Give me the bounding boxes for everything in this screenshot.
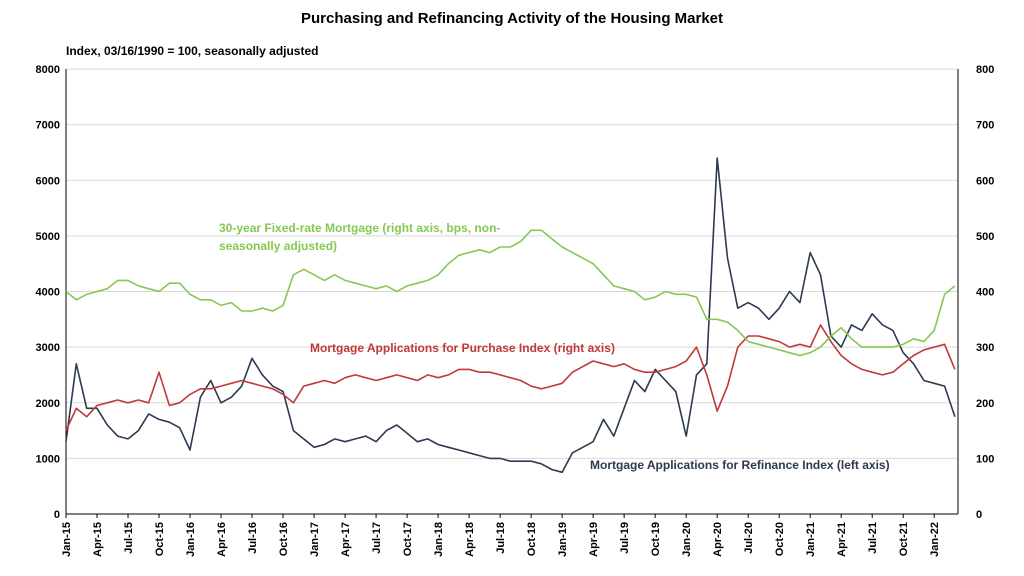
chart-title: Purchasing and Refinancing Activity of t… <box>301 10 723 27</box>
x-tick-label: Jan-22 <box>929 522 941 557</box>
x-tick-label: Apr-19 <box>588 522 600 557</box>
x-tick-label: Jan-16 <box>185 522 197 557</box>
y-right-tick-label: 500 <box>976 231 994 243</box>
y-right-tick-label: 0 <box>976 509 982 521</box>
x-tick-label: Jul-21 <box>867 522 879 554</box>
x-tick-label: Jan-18 <box>433 522 445 557</box>
series-label-purchase: Mortgage Applications for Purchase Index… <box>310 341 615 355</box>
x-tick-label: Oct-19 <box>650 522 662 556</box>
x-tick-label: Jul-19 <box>619 522 631 554</box>
x-tick-label: Jul-20 <box>743 522 755 554</box>
x-tick-label: Oct-20 <box>774 522 786 556</box>
x-tick-label: Jul-17 <box>371 522 383 554</box>
y-left-tick-label: 0 <box>54 509 60 521</box>
y-left-tick-label: 7000 <box>36 120 60 132</box>
x-tick-label: Jan-20 <box>681 522 693 557</box>
x-tick-label: Apr-16 <box>216 522 228 557</box>
y-left-tick-label: 3000 <box>36 342 60 354</box>
x-tick-label: Oct-21 <box>898 522 910 556</box>
x-tick-label: Apr-15 <box>92 522 104 557</box>
chart-subtitle: Index, 03/16/1990 = 100, seasonally adju… <box>66 44 319 58</box>
x-tick-label: Jul-16 <box>247 522 259 554</box>
x-tick-label: Apr-18 <box>464 522 476 557</box>
purchase-index-line <box>65 324 956 431</box>
y-right-tick-label: 200 <box>976 398 994 410</box>
refinance-index-line <box>65 157 956 474</box>
x-tick-label: Jul-15 <box>123 522 135 554</box>
y-left-tick-label: 5000 <box>36 231 60 243</box>
y-left-tick-label: 1000 <box>36 453 60 465</box>
series-label-rate: 30-year Fixed-rate Mortgage (right axis,… <box>219 221 500 235</box>
x-tick-label: Oct-15 <box>154 522 166 556</box>
y-left-tick-label: 8000 <box>36 64 60 76</box>
x-tick-label: Jan-19 <box>557 522 569 557</box>
x-tick-label: Oct-18 <box>526 522 538 556</box>
y-left-tick-label: 2000 <box>36 398 60 410</box>
y-left-tick-label: 6000 <box>36 175 60 187</box>
y-right-tick-label: 100 <box>976 453 994 465</box>
y-left-tick-label: 4000 <box>36 287 60 299</box>
x-tick-label: Apr-21 <box>836 522 848 557</box>
x-tick-label: Jul-18 <box>495 522 507 554</box>
y-right-tick-label: 800 <box>976 64 994 76</box>
y-right-tick-label: 300 <box>976 342 994 354</box>
x-tick-label: Jan-17 <box>309 522 321 557</box>
x-tick-label: Apr-17 <box>340 522 352 557</box>
series-label-refinance: Mortgage Applications for Refinance Inde… <box>590 458 890 472</box>
y-right-tick-label: 600 <box>976 175 994 187</box>
series-label-rate: seasonally adjusted) <box>219 239 337 253</box>
x-tick-label: Jan-21 <box>805 522 817 557</box>
x-tick-label: Oct-16 <box>278 522 290 556</box>
x-tick-label: Oct-17 <box>402 522 414 556</box>
x-tick-label: Apr-20 <box>712 522 724 557</box>
y-right-tick-label: 400 <box>976 287 994 299</box>
mortgage-rate-line <box>65 229 956 357</box>
y-right-tick-label: 700 <box>976 120 994 132</box>
x-tick-label: Jan-15 <box>61 522 73 557</box>
